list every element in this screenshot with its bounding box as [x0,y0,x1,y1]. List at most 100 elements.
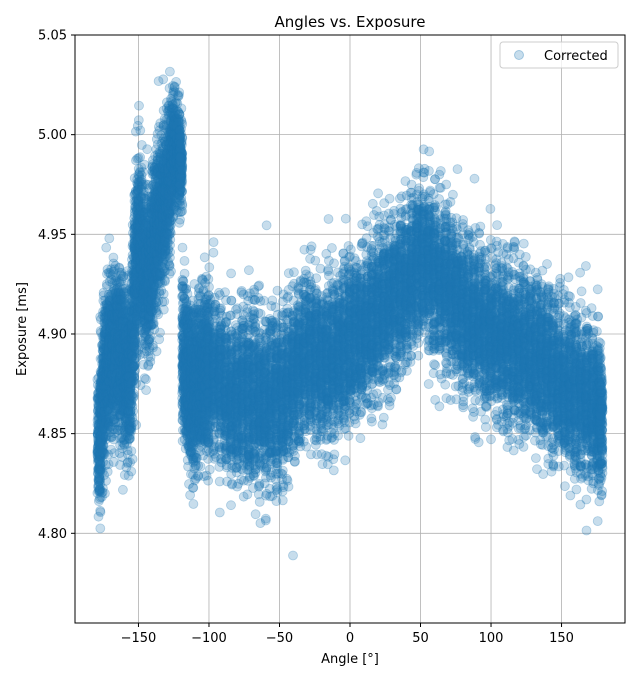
data-point [94,464,104,475]
data-point [95,437,106,448]
data-point [95,387,106,398]
data-point [98,378,109,389]
data-point [93,469,104,479]
data-point [96,404,107,415]
data-point [175,172,186,183]
data-point [95,424,106,435]
data-point [94,473,105,484]
data-point [93,482,104,493]
data-point [92,394,103,405]
data-point [94,450,105,461]
data-point [95,507,106,517]
data-point [92,442,103,452]
data-point [92,380,103,390]
data-point [93,419,104,430]
data-point [94,451,105,461]
data-point [94,461,105,472]
data-point [92,430,103,441]
data-point [179,255,190,266]
data-point [92,456,103,467]
data-point [97,392,108,403]
data-point [93,437,104,447]
data-point [104,233,115,244]
data-point [94,466,104,477]
data-point [94,430,105,441]
data-point [96,385,107,396]
data-point [94,470,105,480]
data-point [94,471,104,482]
data-point [175,152,186,163]
data-point [140,374,151,385]
data-point [92,429,103,440]
data-point [93,421,104,432]
data-point [92,450,103,461]
data-point [98,411,109,422]
data-point [95,451,106,461]
data-point [163,237,173,248]
data-point [176,138,186,149]
data-point [93,389,104,400]
data-point [95,452,106,463]
data-point [95,465,106,476]
data-point [127,454,138,465]
data-point [94,463,104,474]
chart-title: Angles vs. Exposure [275,13,426,31]
data-point [93,480,104,491]
data-point [92,392,103,403]
data-point [95,474,105,485]
data-point [94,444,105,455]
data-point [93,464,104,475]
data-point [95,407,105,418]
data-point [94,413,105,424]
data-point [93,446,104,457]
data-point [95,449,105,460]
data-point [94,419,104,430]
data-point [93,413,104,424]
data-point [95,465,106,476]
data-point [93,399,104,410]
data-point [96,408,106,419]
data-point [151,346,162,357]
data-point [93,463,103,474]
data-point [93,463,104,474]
data-point [95,460,105,471]
data-point [93,425,104,436]
data-point [163,259,174,269]
data-point [93,440,104,451]
data-point [95,391,106,402]
data-point [96,436,107,447]
data-point [94,396,105,407]
data-point [94,433,105,444]
data-point [93,393,104,403]
data-point [97,444,108,455]
data-point [126,446,137,457]
data-point [94,476,104,487]
data-point [95,435,106,446]
data-point [93,394,104,405]
data-point [94,406,105,417]
data-point [92,445,103,456]
data-point [95,383,106,394]
data-point [92,374,103,385]
data-point [95,436,105,447]
data-point [155,327,165,338]
data-point [92,488,103,498]
data-point [93,486,104,497]
data-point [171,77,182,87]
data-point [93,402,104,413]
data-point [94,485,105,496]
data-point [159,296,170,307]
data-point [158,304,169,315]
data-point [92,447,103,458]
data-point [94,449,105,460]
data-point [95,396,105,407]
data-point [94,486,105,496]
data-point [92,468,103,479]
data-point [96,389,107,400]
data-point [131,420,142,430]
data-point [97,393,107,404]
data-point [94,381,105,392]
data-point [93,426,103,437]
data-point [134,100,144,111]
